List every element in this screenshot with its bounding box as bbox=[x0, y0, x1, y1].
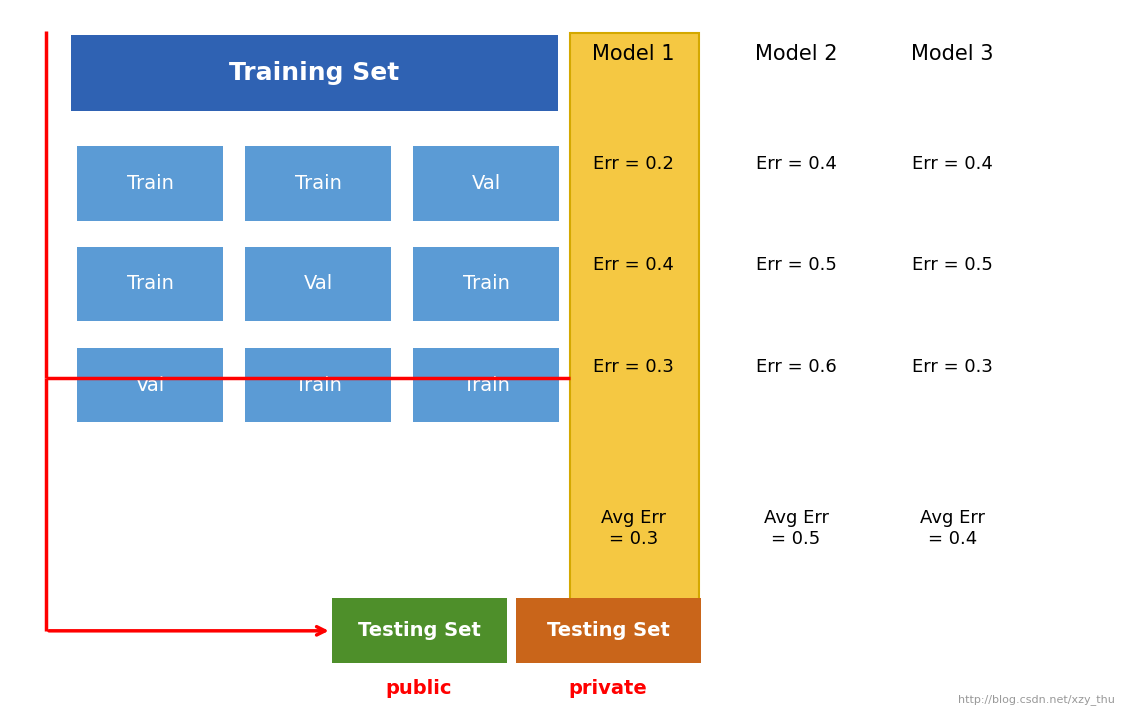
Text: public: public bbox=[386, 679, 452, 699]
Text: Avg Err
= 0.5: Avg Err = 0.5 bbox=[764, 509, 828, 547]
Text: Train: Train bbox=[462, 275, 509, 293]
Bar bbox=[413, 348, 559, 422]
Text: Train: Train bbox=[295, 174, 341, 193]
Text: Train: Train bbox=[127, 275, 174, 293]
Text: Model 3: Model 3 bbox=[911, 45, 994, 65]
Text: Err = 0.5: Err = 0.5 bbox=[912, 256, 993, 274]
Bar bbox=[246, 348, 390, 422]
Text: Testing Set: Testing Set bbox=[358, 621, 481, 640]
Text: Err = 0.5: Err = 0.5 bbox=[755, 256, 837, 274]
Text: Val: Val bbox=[471, 174, 500, 193]
Bar bbox=[71, 35, 558, 111]
Text: Train: Train bbox=[127, 174, 174, 193]
Text: Avg Err
= 0.4: Avg Err = 0.4 bbox=[920, 509, 985, 547]
Text: private: private bbox=[569, 679, 647, 699]
Bar bbox=[570, 33, 699, 638]
Text: Err = 0.3: Err = 0.3 bbox=[594, 358, 674, 376]
Bar bbox=[516, 598, 701, 662]
Bar bbox=[77, 247, 223, 321]
Text: Avg Err
= 0.3: Avg Err = 0.3 bbox=[601, 509, 666, 547]
Bar bbox=[246, 146, 390, 221]
Text: Train: Train bbox=[295, 376, 341, 395]
Bar bbox=[332, 598, 507, 662]
Bar bbox=[77, 348, 223, 422]
Text: Err = 0.4: Err = 0.4 bbox=[594, 256, 674, 274]
Text: Train: Train bbox=[462, 376, 509, 395]
Text: Err = 0.4: Err = 0.4 bbox=[912, 155, 993, 173]
Bar bbox=[77, 146, 223, 221]
Text: Testing Set: Testing Set bbox=[548, 621, 670, 640]
Text: Val: Val bbox=[136, 376, 165, 395]
Text: Err = 0.2: Err = 0.2 bbox=[594, 155, 674, 173]
Text: Model 1: Model 1 bbox=[592, 45, 675, 65]
Text: Err = 0.3: Err = 0.3 bbox=[912, 358, 993, 376]
Text: Training Set: Training Set bbox=[229, 61, 399, 84]
Text: Err = 0.4: Err = 0.4 bbox=[755, 155, 837, 173]
Text: Val: Val bbox=[304, 275, 333, 293]
Bar bbox=[413, 146, 559, 221]
Bar bbox=[413, 247, 559, 321]
Text: Err = 0.6: Err = 0.6 bbox=[755, 358, 836, 376]
Text: Model 2: Model 2 bbox=[755, 45, 837, 65]
Bar bbox=[246, 247, 390, 321]
Text: http://blog.csdn.net/xzy_thu: http://blog.csdn.net/xzy_thu bbox=[958, 694, 1115, 705]
